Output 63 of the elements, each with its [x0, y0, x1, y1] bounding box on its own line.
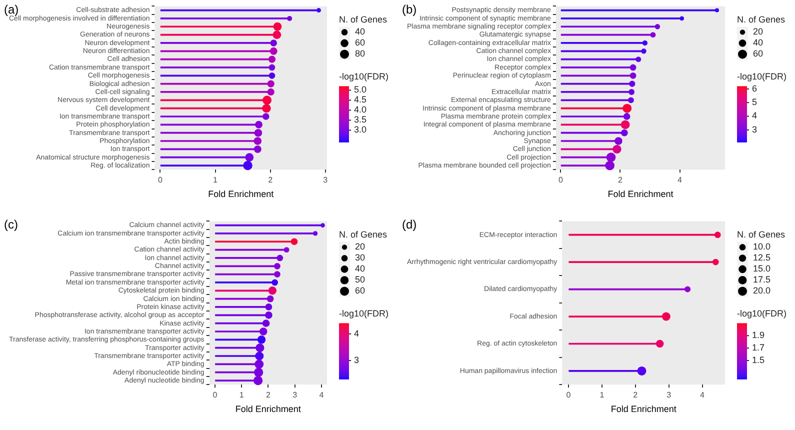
x-axis-title: Fold Enrichment	[208, 189, 274, 200]
color-bar-label: 1.9	[752, 330, 765, 340]
text: (c)	[4, 217, 18, 232]
color-bar-label: 3	[354, 355, 360, 366]
x-tick-label: 0	[158, 176, 164, 185]
text: (b)	[402, 2, 417, 16]
x-tick-label: 2	[633, 390, 638, 400]
color-bar-label: 3.5	[354, 114, 367, 125]
legend-label: 17.5	[753, 274, 771, 285]
x-tick-label: 1	[213, 176, 218, 185]
legend-title: N. of Genes	[737, 230, 786, 240]
x-tick-label: 0	[558, 176, 564, 185]
x-tick-label: 3	[292, 390, 298, 400]
x-tick-label: 1	[600, 390, 605, 400]
x-tick-label: 2	[268, 176, 274, 185]
x-tick-label: 3	[323, 176, 328, 185]
x-axis-title: Fold Enrichment	[235, 404, 302, 414]
legend-label: 30	[355, 252, 366, 263]
x-tick-label: 3	[666, 390, 672, 400]
legend-label: 15.0	[753, 264, 771, 274]
color-bar-label: 4.0	[354, 104, 367, 115]
legend-label: 40	[355, 264, 366, 274]
legend-label: 40	[355, 26, 366, 37]
legend-title: N. of Genes	[737, 14, 786, 25]
color-bar-title: -log10(FDR)	[737, 308, 787, 319]
legend-label: 20	[355, 242, 366, 252]
legend-label: 60	[355, 286, 366, 296]
color-bar-label: 6	[752, 83, 758, 94]
legend-label: 12.5	[753, 252, 771, 263]
color-bar-title: -log10(FDR)	[339, 72, 389, 82]
legend-label: 10.0	[753, 242, 771, 252]
color-bar-label: 4	[354, 328, 360, 338]
x-axis-title: Fold Enrichment	[608, 189, 674, 200]
legend-label: 40	[753, 38, 764, 48]
color-bar-label: 1.5	[752, 355, 765, 366]
legend-label: 60	[753, 48, 764, 59]
x-tick-label: 0	[566, 390, 572, 400]
color-bar-label: 5.0	[354, 84, 367, 95]
color-bar-title: -log10(FDR)	[339, 308, 389, 319]
color-bar-label: 5	[752, 97, 758, 108]
x-tick-label: 1	[239, 390, 244, 400]
color-bar-label: 4	[752, 110, 758, 121]
color-bar-label: 3.0	[354, 124, 367, 135]
x-tick-label: 4	[700, 390, 706, 400]
legend-title: N. of Genes	[339, 14, 388, 25]
color-bar-title: -log10(FDR)	[737, 72, 787, 82]
legend-label: 50	[355, 274, 366, 285]
x-tick-label: 2	[618, 176, 624, 185]
x-tick-label: 0	[212, 390, 218, 400]
color-bar-label: 1.7	[752, 342, 765, 353]
x-axis-title: Fold Enrichment	[610, 404, 677, 414]
legend-title: N. of Genes	[339, 230, 388, 240]
text: (d)	[402, 217, 417, 232]
legend-label: 60	[355, 38, 366, 48]
x-tick-label: 4	[678, 176, 683, 185]
legend-label: 80	[355, 48, 366, 59]
x-tick-label: 4	[319, 390, 324, 400]
color-bar-label: 3	[752, 124, 758, 134]
color-bar-label: 4.5	[354, 94, 367, 105]
text: (a)	[4, 2, 19, 16]
legend-label: 20.0	[753, 286, 771, 296]
legend-label: 20	[753, 26, 764, 37]
x-tick-label: 2	[266, 390, 271, 400]
